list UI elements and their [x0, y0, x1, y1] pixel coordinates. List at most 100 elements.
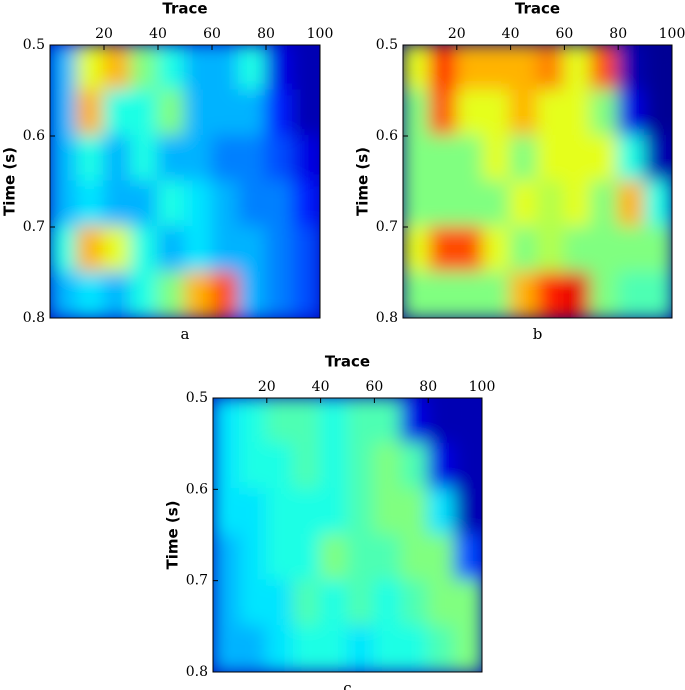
- cell: [265, 89, 294, 137]
- cell: [590, 180, 620, 228]
- cell: [76, 89, 105, 137]
- cell: [482, 271, 512, 318]
- frame: [212, 397, 483, 673]
- cell: [213, 488, 241, 536]
- panel: 20 40 60 80 100 0.5 0.6 0.7 0.8 Trace Time (s) b: [354, 0, 685, 343]
- cell: [455, 226, 485, 274]
- caption: b: [533, 325, 543, 343]
- cell: [346, 398, 376, 445]
- cell: [157, 135, 186, 183]
- y-axis-label: Time (s): [164, 500, 182, 569]
- cell: [157, 226, 186, 274]
- cell: [590, 45, 620, 92]
- cell: [238, 398, 268, 445]
- cell: [454, 488, 482, 536]
- cells: [50, 45, 320, 318]
- cell: [346, 534, 376, 582]
- cell: [644, 226, 672, 274]
- cell: [213, 398, 241, 445]
- cell: [455, 89, 485, 137]
- cell: [373, 398, 403, 445]
- cell: [213, 625, 241, 672]
- cell: [211, 226, 240, 274]
- cell: [509, 271, 539, 318]
- cell: [103, 45, 132, 92]
- cell: [76, 135, 105, 183]
- cell: [482, 135, 512, 183]
- cell: [563, 45, 593, 92]
- cell: [292, 226, 320, 274]
- cell: [509, 89, 539, 137]
- cell: [265, 271, 294, 318]
- cell: [563, 226, 593, 274]
- cell: [346, 625, 376, 672]
- cell: [536, 271, 566, 318]
- cell: [50, 226, 78, 274]
- cell: [265, 579, 295, 628]
- heatmap: [213, 398, 482, 672]
- cell: [103, 89, 132, 137]
- cell: [238, 442, 268, 491]
- cell: [590, 135, 620, 183]
- cell: [403, 180, 431, 228]
- cell: [400, 398, 430, 445]
- cell: [644, 135, 672, 183]
- cell: [617, 271, 647, 318]
- caption: c: [343, 679, 351, 690]
- cell: [213, 579, 241, 628]
- cell: [211, 45, 240, 92]
- x-tick-label: 100: [307, 26, 334, 42]
- cell: [319, 579, 349, 628]
- x-axis-label: Trace: [325, 353, 370, 371]
- y-tick-label: 0.6: [186, 481, 208, 497]
- cell: [184, 89, 213, 137]
- x-tick-label: 80: [257, 26, 275, 42]
- cell: [265, 398, 295, 445]
- cell: [403, 45, 431, 92]
- cell: [238, 89, 267, 137]
- cell: [428, 135, 458, 183]
- cell: [428, 180, 458, 228]
- cell: [50, 89, 78, 137]
- cell: [644, 45, 672, 92]
- cell: [563, 89, 593, 137]
- cell: [427, 534, 457, 582]
- heatmap: [50, 45, 320, 318]
- x-axis-label: Trace: [162, 0, 207, 18]
- x-tick-label: 100: [659, 26, 685, 42]
- cell: [454, 398, 482, 445]
- y-tick-label: 0.8: [186, 664, 208, 680]
- cell: [211, 135, 240, 183]
- cell: [103, 271, 132, 318]
- cell: [265, 135, 294, 183]
- cell: [265, 488, 295, 536]
- cell: [130, 180, 159, 228]
- cell: [509, 226, 539, 274]
- y-tick-label: 0.6: [376, 128, 398, 144]
- cell: [238, 579, 268, 628]
- cell: [103, 180, 132, 228]
- cell: [292, 271, 320, 318]
- cell: [157, 180, 186, 228]
- cell: [373, 625, 403, 672]
- cell: [536, 180, 566, 228]
- cell: [292, 180, 320, 228]
- x-tick-label: 40: [312, 379, 330, 395]
- cell: [403, 226, 431, 274]
- cell: [428, 89, 458, 137]
- cell: [50, 180, 78, 228]
- cell: [157, 89, 186, 137]
- cell: [454, 534, 482, 582]
- cell: [265, 45, 294, 92]
- x-tick-label: 80: [609, 26, 627, 42]
- cells: [403, 45, 672, 318]
- cell: [319, 534, 349, 582]
- cell: [400, 579, 430, 628]
- cell: [482, 45, 512, 92]
- cell: [130, 271, 159, 318]
- cell: [292, 534, 322, 582]
- x-tick-label: 60: [365, 379, 383, 395]
- cell: [213, 442, 241, 491]
- cell: [292, 135, 320, 183]
